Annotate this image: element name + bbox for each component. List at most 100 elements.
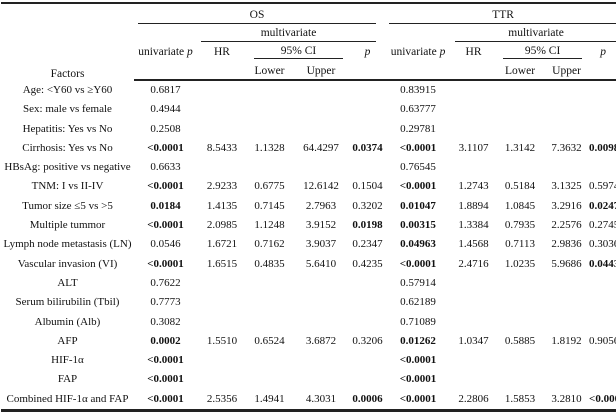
ttr-p-cell	[589, 100, 616, 119]
os-univariate-p-cell: <0.0001	[147, 354, 184, 367]
ttr-univariate-p-cell: 0.76545	[400, 161, 436, 174]
ttr-univariate-p-cell: 0.04963	[400, 238, 436, 251]
table-header: Factors OS TTR multivariate multivariate…	[1, 3, 616, 81]
p-label: p	[600, 46, 606, 58]
table-row: ALT 0.7622 0.57914	[1, 274, 616, 293]
header-ttr-p: p	[589, 42, 616, 62]
os-ci-lower-cell	[247, 313, 292, 332]
ttr-ci-upper-cell: 3.2916	[551, 199, 582, 212]
os-ci-upper-cell	[292, 313, 350, 332]
ttr-ci-lower-cell: 0.7113	[505, 238, 535, 251]
ttr-hr-cell: 2.2806	[458, 392, 489, 405]
ttr-univariate-p-cell: <0.0001	[399, 180, 437, 193]
ttr-ci-upper-cell	[544, 120, 589, 139]
table-row: Age: <Y60 vs ≥Y60 0.6817 0.83915	[1, 80, 616, 100]
ttr-ci-upper-cell	[544, 158, 589, 177]
os-ci-upper-cell	[292, 370, 350, 389]
os-hr-cell: 1.6515	[206, 257, 238, 270]
header-row-multivariate: multivariate multivariate	[1, 24, 616, 42]
ttr-p-cell: 0.5974	[589, 180, 616, 193]
os-p-cell	[350, 158, 385, 177]
factor-cell: Albumin (Alb)	[34, 315, 101, 328]
factor-cell: Multiple tummor	[29, 219, 106, 232]
factor-cell: Combined HIF-1α and FAP	[6, 392, 129, 405]
os-ci-upper-cell: 64.4297	[303, 141, 339, 154]
ttr-univariate-p-cell: <0.0001	[399, 373, 437, 386]
header-ttr-univariate-p: univariate p	[385, 42, 451, 62]
os-ci-lower-cell	[247, 158, 292, 177]
p-label: p	[439, 46, 446, 58]
factor-cell: Vascular invasion (VI)	[17, 257, 118, 270]
os-ci-upper-cell: 2.7963	[305, 199, 337, 212]
os-p-cell	[350, 274, 385, 293]
os-univariate-p-cell: 0.7773	[150, 296, 181, 309]
ttr-ci-upper-cell: 5.9686	[551, 257, 582, 270]
ttr-ci-lower-cell	[496, 274, 544, 293]
os-p-cell: 0.0198	[352, 219, 383, 232]
table-row: Sex: male vs female 0.4944 0.63777	[1, 100, 616, 119]
os-p-cell: 0.3206	[352, 334, 383, 347]
ttr-p-cell: 0.0443	[589, 257, 616, 270]
header-ttr-lower: Lower	[496, 62, 545, 81]
os-hr-cell	[197, 293, 247, 312]
header-ttr-spacer	[385, 24, 451, 42]
ttr-ci-lower-cell	[496, 80, 544, 100]
ttr-p-cell: <0.0001	[589, 392, 616, 405]
ttr-univariate-p-cell: <0.0001	[399, 257, 437, 270]
os-ci-lower-cell	[247, 120, 292, 139]
ttr-ci-upper-cell	[544, 293, 589, 312]
os-univariate-p-cell: 0.0002	[150, 334, 181, 347]
header-os-spacer	[134, 24, 197, 42]
ttr-ci-lower-cell: 1.5853	[504, 392, 536, 405]
ttr-univariate-p-cell: 0.71089	[400, 315, 436, 328]
os-hr-cell	[197, 274, 247, 293]
table-row: Multiple tummor <0.0001 2.0985 1.1248 3.…	[1, 216, 616, 235]
factor-cell: AFP	[57, 334, 78, 347]
os-ci-lower-cell: 0.7162	[254, 238, 285, 251]
header-row-groups: Factors OS TTR	[1, 3, 616, 80]
os-ci-lower-cell: 1.4941	[254, 392, 285, 405]
os-ci-upper-cell	[292, 120, 350, 139]
ttr-ci-upper-cell	[544, 100, 589, 119]
os-p-cell	[350, 370, 385, 389]
os-ci-lower-cell	[247, 80, 292, 100]
ttr-univariate-p-cell: 0.63777	[400, 103, 436, 116]
os-hr-cell: 8.5433	[206, 141, 238, 154]
ttr-hr-cell	[451, 313, 496, 332]
header-os-upper: Upper	[292, 62, 350, 81]
os-hr-cell: 1.6721	[206, 238, 238, 251]
os-univariate-p-cell: 0.6633	[150, 161, 181, 174]
os-p-cell	[350, 80, 385, 100]
ttr-ci-lower-cell: 0.7935	[504, 219, 536, 232]
factor-cell: HIF-1α	[51, 354, 84, 367]
header-ttr-group: TTR	[389, 9, 616, 24]
os-p-cell: 0.0374	[352, 141, 383, 154]
header-row-bounds: Lower Upper Lower Upper	[1, 62, 616, 81]
factor-cell: Lymph node metastasis (LN)	[3, 238, 132, 251]
os-univariate-p-cell: <0.0001	[147, 392, 184, 405]
ttr-hr-cell: 1.4568	[458, 238, 489, 251]
os-hr-cell	[197, 120, 247, 139]
header-ttr-multivariate: multivariate	[455, 27, 616, 42]
os-univariate-p-cell: 0.2508	[150, 122, 181, 135]
table-row: AFP 0.0002 1.5510 0.6524 3.6872 0.3206 0…	[1, 332, 616, 351]
os-p-cell: 0.4235	[352, 257, 383, 270]
ttr-p-cell: 0.9056	[589, 334, 616, 347]
os-univariate-p-cell: <0.0001	[147, 219, 184, 232]
os-ci-upper-cell	[292, 293, 350, 312]
ttr-univariate-p-cell: 0.00315	[400, 219, 436, 232]
os-ci-upper-cell: 3.9152	[305, 219, 337, 232]
ttr-ci-lower-cell	[496, 120, 544, 139]
os-p-cell: 0.1504	[352, 180, 383, 193]
factor-cell: Cirrhosis: Yes vs No	[22, 141, 113, 154]
ttr-hr-cell	[451, 100, 496, 119]
ttr-hr-cell	[451, 80, 496, 100]
os-p-cell: 0.2347	[352, 238, 383, 251]
os-univariate-p-cell: <0.0001	[147, 141, 184, 154]
os-p-cell	[350, 293, 385, 312]
os-p-cell	[350, 120, 385, 139]
ttr-ci-lower-cell: 0.5885	[504, 334, 536, 347]
os-ci-upper-cell: 5.6410	[305, 257, 337, 270]
ttr-univariate-p-cell: <0.0001	[399, 354, 437, 367]
